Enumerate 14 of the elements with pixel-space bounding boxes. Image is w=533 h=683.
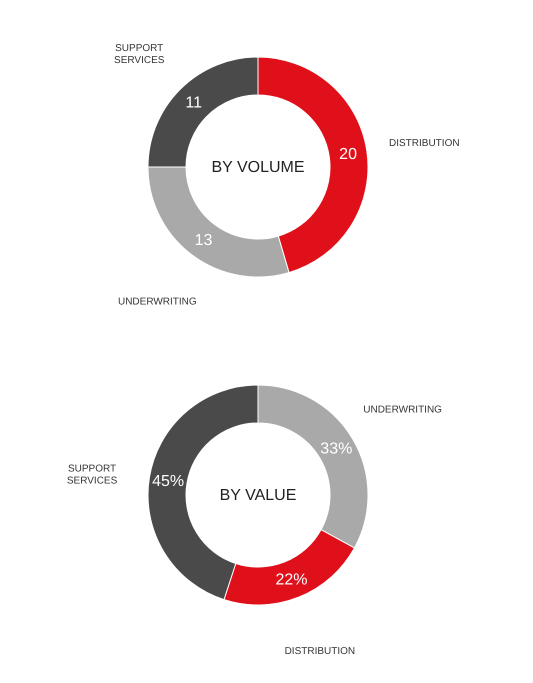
slice-label: SUPPORT SERVICES bbox=[114, 43, 165, 66]
data-label: 13 bbox=[194, 232, 212, 249]
slice-label: SUPPORT SERVICES bbox=[66, 464, 118, 487]
data-label: 22% bbox=[275, 572, 308, 589]
data-label: 11 bbox=[185, 94, 202, 112]
slice-label: UNDERWRITING bbox=[118, 296, 197, 308]
slice-label: UNDERWRITING bbox=[363, 404, 442, 416]
text: BY VOLUME bbox=[211, 159, 305, 176]
data-label: 45% bbox=[152, 472, 184, 490]
slice-label: DISTRIBUTION bbox=[389, 138, 460, 150]
text: BY VALUE bbox=[220, 487, 296, 504]
slice-label: DISTRIBUTION bbox=[284, 646, 356, 658]
data-label: 33% bbox=[320, 440, 352, 458]
data-label: 20 bbox=[339, 146, 358, 164]
